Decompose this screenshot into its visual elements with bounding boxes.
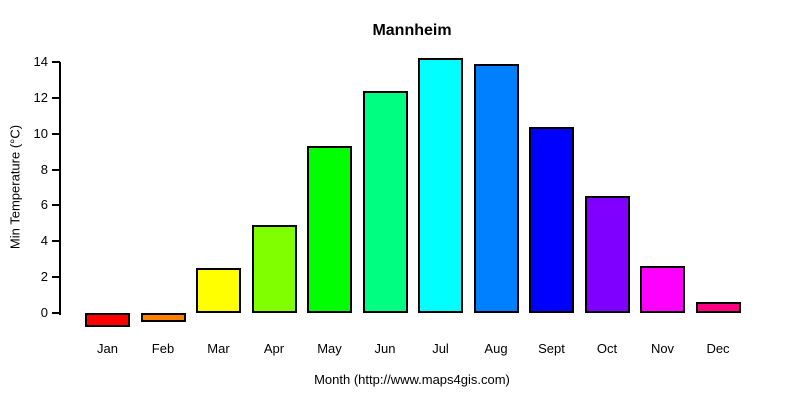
y-tick-label: 6 bbox=[40, 197, 48, 213]
y-tick-label: 10 bbox=[33, 125, 48, 141]
y-tick-mark bbox=[52, 96, 60, 99]
x-tick-label: Oct bbox=[596, 341, 618, 356]
chart-title: Mannheim bbox=[372, 22, 452, 39]
y-tick-mark bbox=[52, 276, 60, 279]
bar-oct bbox=[584, 196, 630, 313]
y-axis-line bbox=[59, 61, 61, 315]
x-tick-label: Apr bbox=[263, 341, 285, 356]
y-tick-label: 8 bbox=[40, 161, 48, 177]
bar-jul bbox=[418, 58, 463, 313]
bar-may bbox=[307, 146, 352, 313]
y-tick-label: 14 bbox=[33, 53, 48, 69]
x-tick-label: Nov bbox=[650, 341, 675, 356]
x-tick-label: Mar bbox=[207, 341, 230, 356]
bar-nov bbox=[640, 266, 685, 313]
y-tick-mark bbox=[52, 312, 60, 314]
x-tick-label: Jun bbox=[374, 341, 396, 356]
y-tick-mark bbox=[52, 168, 60, 171]
y-axis-title: Min Temperature (°C) bbox=[7, 124, 23, 250]
y-tick-mark bbox=[52, 240, 60, 243]
bar-apr bbox=[251, 225, 297, 313]
bar-jan bbox=[85, 313, 130, 328]
bar-mar bbox=[196, 268, 241, 313]
x-tick-label: Sept bbox=[538, 341, 565, 356]
y-tick-label: 0 bbox=[40, 305, 48, 320]
bar-sept bbox=[529, 126, 574, 313]
bar-dec bbox=[695, 302, 741, 313]
y-tick-label: 12 bbox=[33, 89, 48, 105]
y-tick-mark bbox=[52, 60, 60, 63]
x-tick-label: Dec bbox=[706, 341, 730, 356]
bar-feb bbox=[140, 313, 186, 322]
y-tick-mark bbox=[52, 132, 60, 135]
x-tick-label: Jul bbox=[432, 341, 449, 356]
x-axis-title: Month (http://www.maps4gis.com) bbox=[314, 372, 510, 387]
x-tick-label: May bbox=[317, 341, 342, 356]
x-tick-label: Feb bbox=[151, 341, 175, 356]
y-tick-label: 2 bbox=[40, 269, 48, 285]
bar-aug bbox=[473, 63, 519, 313]
x-tick-label: Jan bbox=[97, 341, 118, 356]
y-tick-mark bbox=[52, 204, 60, 207]
y-tick-label: 4 bbox=[40, 233, 48, 249]
x-tick-label: Aug bbox=[484, 341, 508, 356]
bar-jun bbox=[362, 90, 408, 313]
